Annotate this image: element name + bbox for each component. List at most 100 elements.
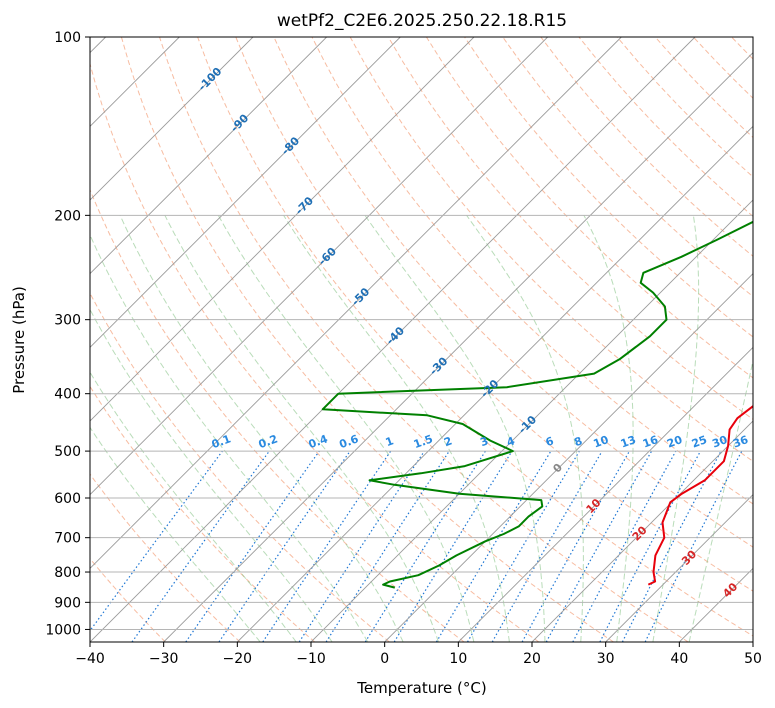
mixing-ratio-line — [364, 450, 486, 642]
x-tick-label: 50 — [744, 651, 762, 667]
x-tick-label: −30 — [149, 651, 179, 667]
isotherm-label: -100 — [196, 65, 225, 94]
y-tick-label: 400 — [54, 387, 81, 403]
dry-adiabat — [578, 37, 753, 218]
y-tick-label: 700 — [54, 531, 81, 547]
mixing-ratio-label: 2 — [442, 434, 454, 449]
mixing-ratio-line — [435, 450, 552, 642]
isotherm-line — [531, 420, 753, 642]
x-tick-label: 40 — [670, 651, 688, 667]
isotherm-line — [605, 494, 753, 642]
axes: −40 −30 −20 −10 0 10 20 30 40 5010020030040050060… — [45, 30, 762, 667]
x-tick-label: 0 — [380, 651, 389, 667]
dry-adiabat — [90, 557, 166, 642]
mixing-ratio-label: 0.2 — [257, 432, 280, 451]
isotherm-line — [163, 52, 753, 642]
mixing-ratio-label: 0.1 — [210, 432, 233, 451]
dry-adiabat — [159, 37, 689, 642]
moist-adiabat — [688, 358, 753, 642]
temperature-profile — [647, 404, 753, 586]
isotherm-label: 30 — [679, 548, 699, 568]
isotherm-line — [90, 37, 401, 348]
dry-adiabat — [273, 37, 753, 548]
isotherm-line — [90, 37, 548, 496]
background-lines — [90, 37, 775, 642]
isotherm-label: 40 — [720, 580, 740, 600]
mixing-ratio-label: 36 — [731, 433, 750, 451]
dry-adiabat — [90, 385, 316, 642]
mixing-ratio-label: 10 — [592, 433, 611, 451]
y-tick-label: 500 — [54, 444, 81, 460]
isotherm-line — [458, 346, 753, 642]
isotherm-line — [90, 37, 622, 569]
mixing-ratio-line — [393, 450, 513, 642]
chart-title: wetPf2_C2E6.2025.250.22.18.R15 — [277, 11, 567, 31]
dry-adiabat — [425, 37, 753, 379]
mixing-ratio-label: 30 — [710, 433, 729, 451]
mixing-ratio-line — [644, 450, 743, 642]
moist-adiabat — [466, 215, 584, 642]
x-axis-title: Temperature (°C) — [356, 679, 486, 697]
moist-adiabat — [652, 215, 700, 642]
mixing-ratio-label: 16 — [641, 433, 660, 451]
mixing-ratio-line — [131, 450, 270, 642]
mixing-ratio-label: 1.5 — [412, 432, 435, 451]
isotherm-label: 10 — [584, 496, 604, 516]
moist-adiabat — [583, 215, 634, 642]
dewpoint-profile — [321, 220, 753, 589]
moist-adiabat — [90, 426, 261, 642]
mixing-ratio-line — [572, 450, 677, 642]
mixing-ratio-label: 8 — [572, 434, 584, 449]
mixing-ratio-label: 20 — [665, 433, 684, 451]
dry-adiabat — [770, 37, 775, 642]
isotherm-label: -30 — [427, 354, 450, 377]
moist-adiabat — [119, 215, 404, 642]
moist-adiabat — [90, 233, 369, 642]
dry-adiabat — [692, 37, 753, 99]
mixing-ratio-line — [262, 450, 392, 642]
isotherm-label: -90 — [228, 111, 251, 134]
isotherm-label: -70 — [293, 194, 316, 217]
plot-frame — [89, 36, 754, 643]
dry-adiabat — [654, 37, 753, 139]
isotherm-line — [90, 37, 475, 422]
dry-adiabat — [349, 37, 753, 462]
dry-adiabat — [387, 37, 753, 420]
x-tick-label: 10 — [449, 651, 467, 667]
x-tick-label: −20 — [223, 651, 253, 667]
isotherm-label: -50 — [349, 285, 372, 308]
isotherm-label: 20 — [630, 523, 650, 543]
dry-adiabat — [90, 188, 465, 642]
mixing-ratio-label: 0.4 — [307, 432, 330, 451]
mixing-ratio-line — [325, 450, 450, 642]
y-tick-label: 900 — [54, 595, 81, 611]
y-tick-label: 1000 — [45, 622, 81, 638]
mixing-ratio-line — [298, 450, 425, 642]
dry-adiabat — [90, 292, 390, 642]
profile-lines — [321, 220, 753, 589]
y-tick-label: 600 — [54, 491, 81, 507]
isotherm-line — [310, 199, 753, 642]
mixing-ratio-label: 0.6 — [338, 432, 361, 451]
mixing-ratio-label: 3 — [478, 434, 490, 449]
mixing-ratio-label: 25 — [690, 433, 709, 450]
x-tick-label: 30 — [597, 651, 615, 667]
isotherm-label: -10 — [516, 413, 539, 436]
y-tick-label: 200 — [54, 208, 81, 224]
moist-adiabat — [164, 215, 439, 642]
dry-adiabat — [464, 37, 753, 338]
moist-adiabat — [283, 215, 510, 642]
y-tick-label: 800 — [54, 565, 81, 581]
mixing-ratio-line — [218, 450, 351, 642]
moist-adiabat — [217, 215, 475, 642]
mixing-ratio-label: 13 — [619, 433, 638, 450]
isotherm-line — [679, 567, 753, 642]
mixing-ratio-label: 6 — [544, 434, 556, 449]
x-tick-label: 20 — [523, 651, 541, 667]
isotherm-label: 0 — [550, 461, 565, 476]
y-tick-label: 100 — [54, 30, 81, 46]
dry-adiabat — [90, 473, 241, 642]
y-tick-label: 300 — [54, 313, 81, 329]
isotherm-label: -80 — [279, 134, 302, 157]
